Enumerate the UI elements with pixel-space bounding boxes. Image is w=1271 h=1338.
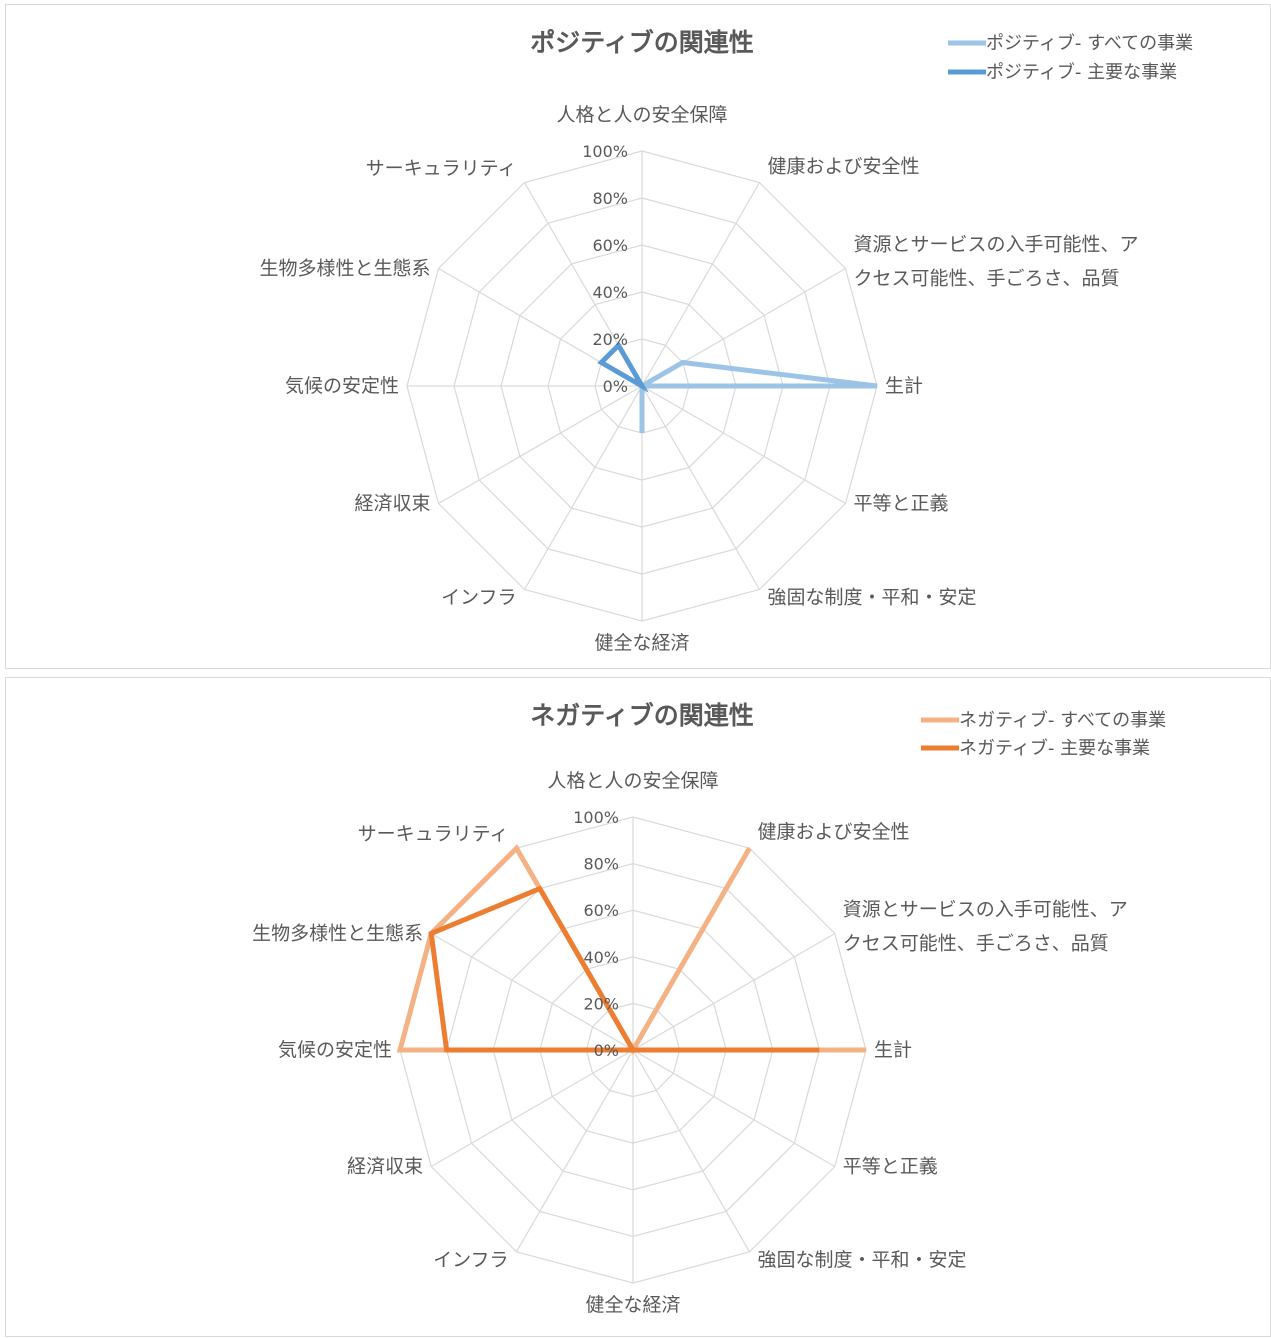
negative-category-label: 人格と人の安全保障 bbox=[547, 770, 718, 792]
negative-chart-panel: ネガティブの関連性 0% 20% 40% 60% 80% 100% 人格と人の安全保障健康およ… bbox=[5, 677, 1271, 1337]
negative-category-label: 生物多様性と生態系 bbox=[252, 923, 423, 945]
positive-category-label: インフラ bbox=[441, 587, 516, 609]
negative-axis-spoke bbox=[430, 932, 634, 1051]
positive-tick-label: 40% bbox=[592, 283, 628, 302]
positive-category-label: サーキュラリティ bbox=[366, 158, 517, 180]
positive-radar-chart: ポジティブの関連性 0% 20% 40% 60% 80% 100% 人格と人の安全保障健康およ… bbox=[259, 28, 1193, 654]
positive-axis-spoke bbox=[641, 182, 761, 387]
negative-legend-entry: ネガティブ- すべての事業 bbox=[959, 709, 1166, 731]
positive-category-label: 平等と正義 bbox=[854, 493, 949, 515]
positive-tick-label: 100% bbox=[582, 142, 628, 161]
negative-category-label: 健全な経済 bbox=[585, 1294, 680, 1316]
negative-category-label: 健康および安全性 bbox=[758, 821, 910, 843]
positive-series-main-line bbox=[597, 341, 649, 393]
positive-legend-entry: ポジティブ- すべての事業 bbox=[986, 32, 1193, 54]
negative-category-label: 強固な制度・平和・安定 bbox=[758, 1249, 967, 1271]
negative-tick-label: 60% bbox=[583, 901, 619, 920]
negative-category-label: インフラ bbox=[433, 1249, 508, 1271]
negative-tick-label: 20% bbox=[583, 994, 619, 1013]
negative-series-main-line bbox=[428, 885, 820, 1053]
positive-tick-label: 80% bbox=[592, 189, 628, 208]
positive-chart-title: ポジティブの関連性 bbox=[530, 28, 754, 57]
negative-axis-spoke bbox=[632, 1049, 751, 1253]
positive-tick-label: 20% bbox=[592, 330, 628, 349]
positive-category-label: 健全な経済 bbox=[594, 632, 689, 654]
negative-category-label: 生計 bbox=[874, 1039, 912, 1061]
positive-category-label: 生物多様性と生態系 bbox=[259, 258, 430, 280]
positive-legend-entry: ポジティブ- 主要な事業 bbox=[986, 61, 1177, 83]
negative-tick-label: 0% bbox=[594, 1041, 619, 1060]
negative-tick-label: 40% bbox=[583, 948, 619, 967]
positive-category-label: 健康および安全性 bbox=[768, 156, 920, 178]
negative-category-label: 気候の安定性 bbox=[278, 1039, 392, 1061]
positive-tick-label: 60% bbox=[592, 236, 628, 255]
positive-category-label: 強固な制度・平和・安定 bbox=[768, 587, 977, 609]
positive-tick-label: 0% bbox=[603, 377, 628, 396]
negative-legend-entry: ネガティブ- 主要な事業 bbox=[959, 737, 1150, 759]
positive-category-label: 経済収束 bbox=[354, 493, 430, 515]
negative-tick-label: 100% bbox=[573, 808, 619, 827]
negative-tick-label: 80% bbox=[583, 855, 619, 874]
positive-category-label: 生計 bbox=[885, 375, 923, 397]
positive-chart-panel: ポジティブの関連性 0% 20% 40% 60% 80% 100% 人格と人の安全保障健康およ… bbox=[5, 4, 1271, 669]
negative-category-label: 経済収束 bbox=[347, 1156, 423, 1178]
positive-series-all-line bbox=[639, 359, 878, 433]
positive-axis-spoke bbox=[641, 385, 761, 590]
negative-radar-chart: ネガティブの関連性 0% 20% 40% 60% 80% 100% 人格と人の安全保障健康およ… bbox=[252, 701, 1166, 1316]
negative-category-label: 平等と正義 bbox=[843, 1156, 938, 1178]
positive-axis-spoke bbox=[523, 385, 643, 590]
negative-chart-title: ネガティブの関連性 bbox=[530, 701, 754, 730]
negative-axis-spoke bbox=[515, 1049, 634, 1253]
positive-axis-spoke bbox=[641, 385, 846, 505]
negative-axis-spoke bbox=[632, 1049, 836, 1168]
positive-category-label: 資源とサービスの入手可能性、アクセス可能性、手ごろさ、品質 bbox=[854, 234, 1139, 290]
negative-category-label: 資源とサービスの入手可能性、アクセス可能性、手ごろさ、品質 bbox=[843, 899, 1128, 955]
negative-axis-spoke bbox=[632, 932, 836, 1051]
negative-category-label: サーキュラリティ bbox=[358, 823, 509, 845]
positive-category-label: 気候の安定性 bbox=[285, 375, 399, 397]
positive-category-label: 人格と人の安全保障 bbox=[556, 104, 727, 126]
positive-axis-spoke bbox=[438, 385, 643, 505]
negative-axis-spoke bbox=[430, 1049, 634, 1168]
